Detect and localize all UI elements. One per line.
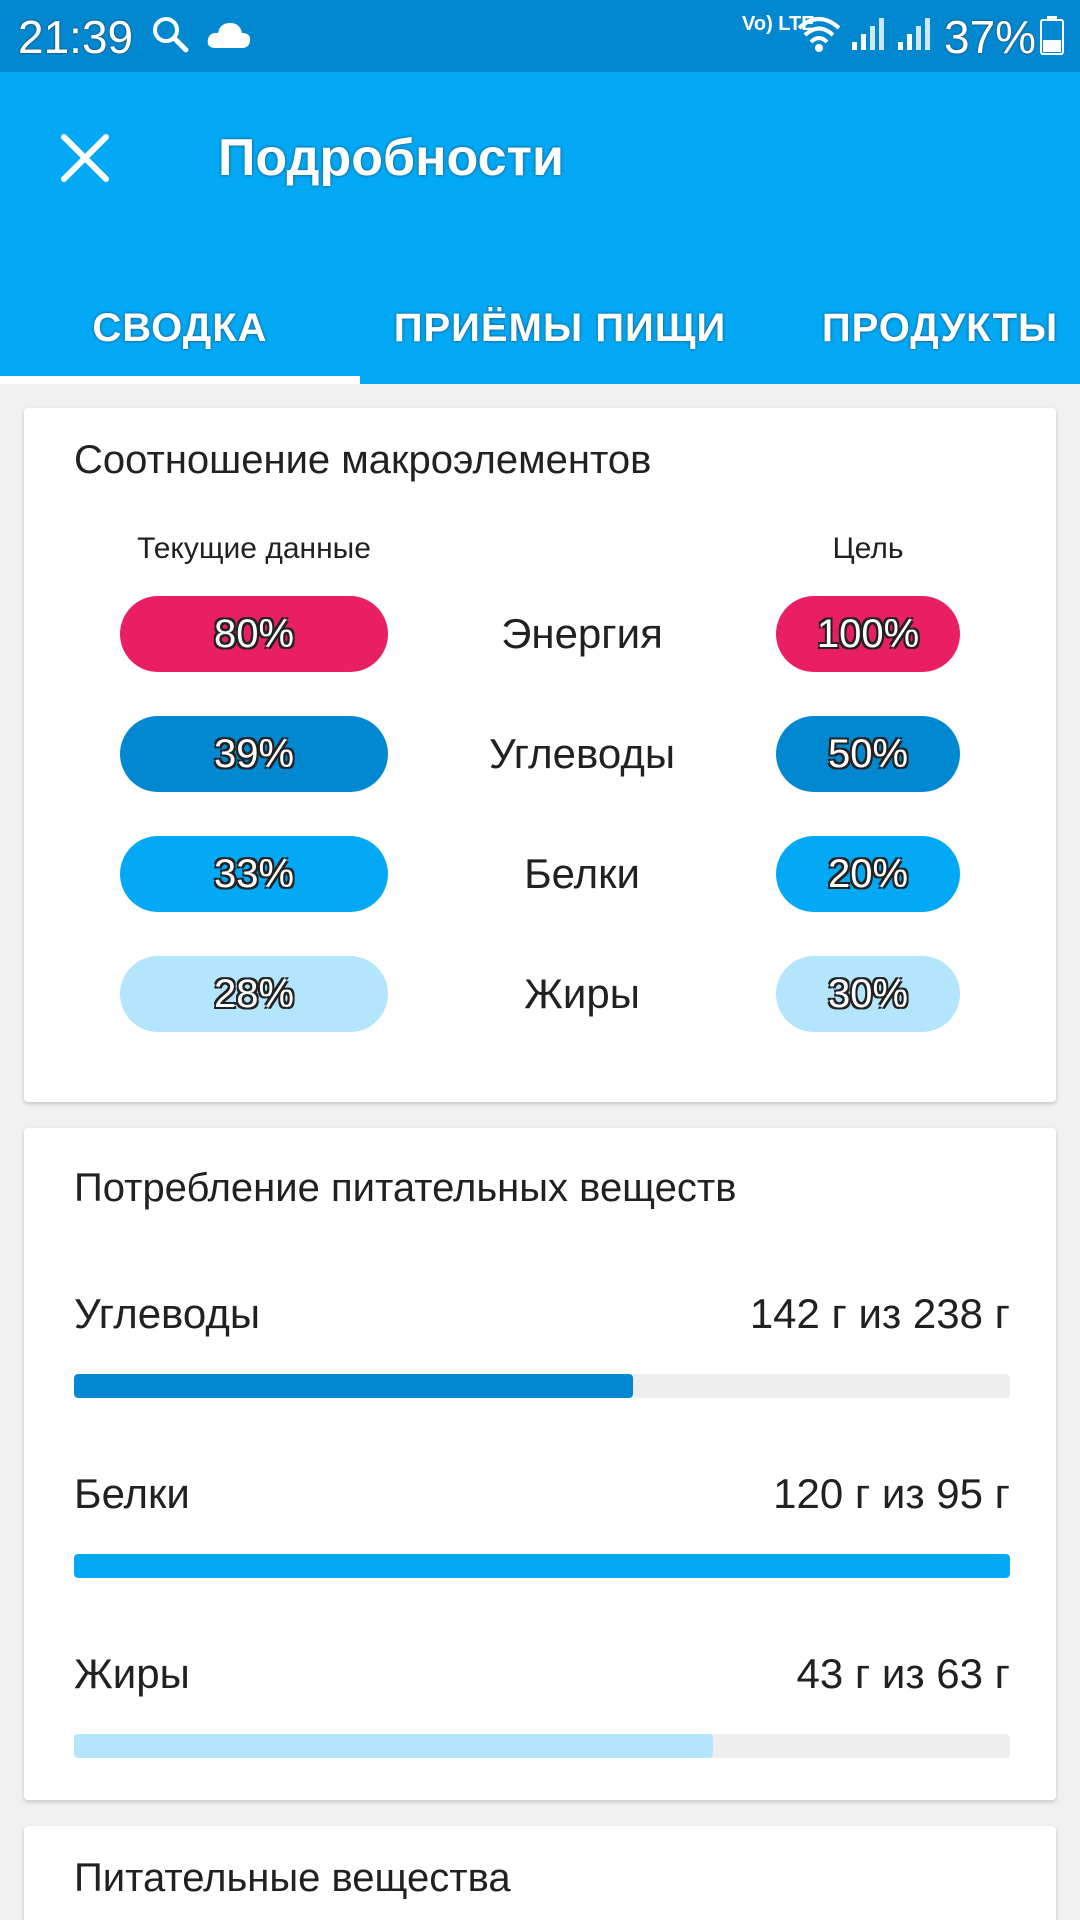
macro-row-energy: 80% Энергия 100% — [24, 596, 1056, 672]
status-bar: 21:39 Vo) LTE 37% — [0, 0, 1080, 72]
macro-row-fat: 28% Жиры 30% — [24, 956, 1056, 1032]
battery-level: 37% — [944, 11, 1037, 63]
macro-row-protein: 33% Белки 20% — [24, 836, 1056, 912]
macro-row-carbs: 39% Углеводы 50% — [24, 716, 1056, 792]
carbs-current-pill: 39% — [120, 716, 388, 792]
progress-fill — [74, 1374, 633, 1398]
nutrient-value: 142 г из 238 г — [749, 1290, 1010, 1337]
progress-track — [74, 1374, 1010, 1398]
nutrient-intake-card: Потребление питательных веществ Углеводы… — [24, 1128, 1056, 1800]
progress-fill — [74, 1734, 714, 1758]
nutrients-card: Питательные вещества — [24, 1826, 1056, 1920]
protein-goal-pill: 20% — [776, 836, 960, 912]
macro-name: Жиры — [524, 970, 640, 1017]
nutrient-name: Углеводы — [74, 1290, 261, 1337]
tab-summary[interactable]: СВОДКА — [92, 306, 268, 350]
fat-current-pill: 28% — [120, 956, 388, 1032]
nutrient-intake-title: Потребление питательных веществ — [74, 1166, 737, 1210]
tab-bar: СВОДКА ПРИЁМЫ ПИЩИ ПРОДУКТЫ — [0, 272, 1080, 384]
wifi-icon — [796, 14, 842, 59]
current-data-header: Текущие данные — [137, 532, 371, 565]
nutrient-value: 43 г из 63 г — [796, 1650, 1010, 1697]
macro-name: Белки — [524, 850, 640, 897]
nutrient-name: Жиры — [74, 1650, 190, 1697]
app-bar: Подробности СВОДКА ПРИЁМЫ ПИЩИ ПРОДУКТЫ — [0, 72, 1080, 384]
energy-goal-pill: 100% — [776, 596, 960, 672]
goal-header: Цель — [832, 532, 904, 565]
progress-track — [74, 1554, 1010, 1578]
status-time: 21:39 — [18, 11, 134, 63]
signal-icon — [850, 16, 886, 57]
energy-current-pill: 80% — [120, 596, 388, 672]
progress-track — [74, 1734, 1010, 1758]
page-title: Подробности — [218, 129, 564, 187]
volte-icon: Vo) LTE — [742, 13, 815, 35]
macro-name: Энергия — [501, 610, 663, 657]
signal-icon — [896, 16, 932, 57]
nutrients-title: Питательные вещества — [74, 1856, 511, 1900]
tab-products[interactable]: ПРОДУКТЫ — [821, 306, 1059, 350]
search-icon — [150, 14, 190, 59]
cloud-icon — [206, 20, 252, 55]
nutrient-name: Белки — [74, 1470, 190, 1517]
progress-fill — [74, 1554, 1010, 1578]
nutrient-value: 120 г из 95 г — [773, 1470, 1010, 1517]
fat-goal-pill: 30% — [776, 956, 960, 1032]
macro-ratio-card: Соотношение макроэлементов Текущие данны… — [24, 408, 1056, 1102]
carbs-goal-pill: 50% — [776, 716, 960, 792]
active-tab-indicator — [0, 376, 360, 384]
battery-icon — [1040, 16, 1064, 61]
tab-meals[interactable]: ПРИЁМЫ ПИЩИ — [393, 306, 727, 350]
protein-current-pill: 33% — [120, 836, 388, 912]
close-icon[interactable] — [54, 127, 116, 189]
macro-name: Углеводы — [488, 730, 676, 777]
macro-ratio-title: Соотношение макроэлементов — [74, 438, 652, 482]
